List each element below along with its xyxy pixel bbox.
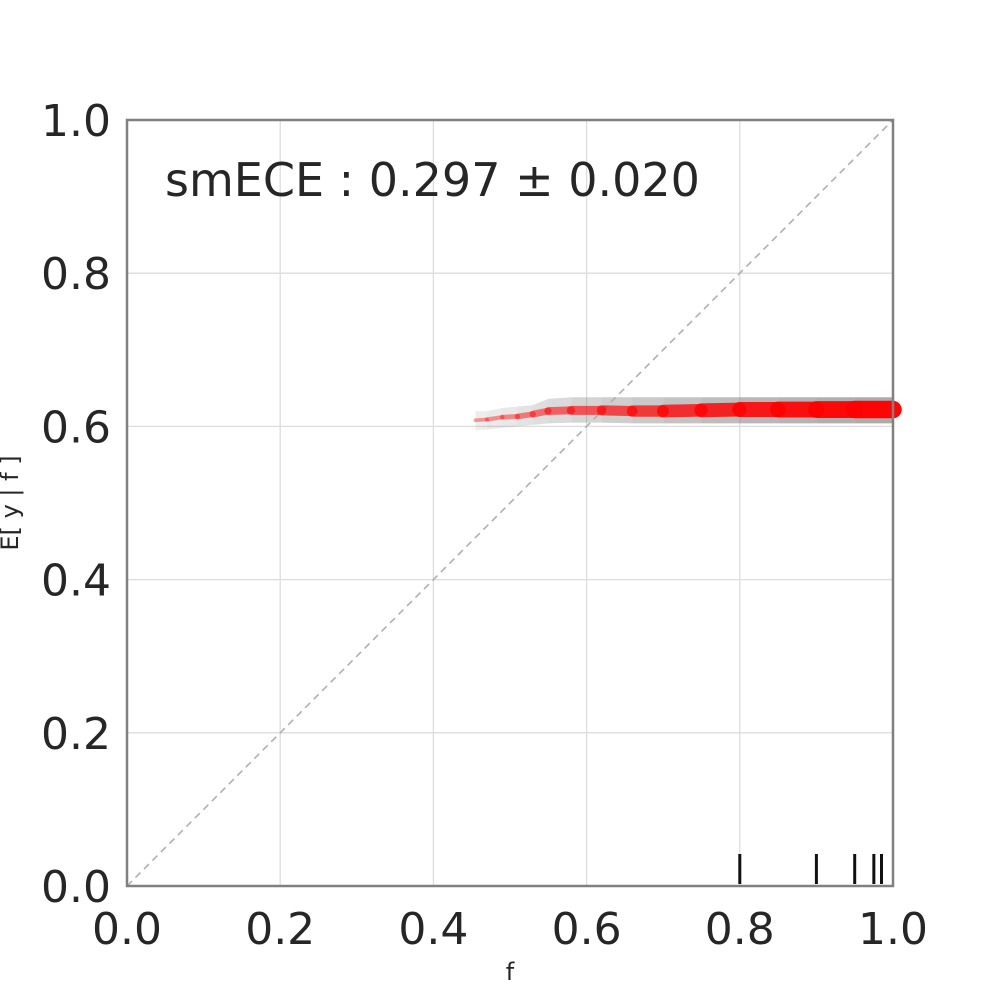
x-tick-label: 0.0 (92, 904, 162, 955)
y-tick-labels: 0.0 0.2 0.4 0.6 0.8 1.0 (41, 96, 111, 913)
curve-segment (499, 414, 521, 420)
y-tick-label: 1.0 (41, 96, 111, 147)
y-tick-label: 0.6 (41, 402, 111, 453)
band-segment (502, 406, 518, 428)
y-tick-label: 0.4 (41, 556, 111, 607)
x-tick-label: 0.4 (398, 904, 468, 955)
y-tick-label: 0.0 (41, 862, 111, 913)
x-tick-label: 0.8 (705, 904, 775, 955)
x-tick-label: 0.2 (245, 904, 315, 955)
x-tick-labels: 0.0 0.2 0.4 0.6 0.8 1.0 (92, 904, 928, 955)
x-tick-label: 1.0 (858, 904, 928, 955)
rug-marks (738, 854, 884, 884)
x-tick-label: 0.6 (552, 904, 622, 955)
y-tick-label: 0.2 (41, 709, 111, 760)
calibration-curve (473, 400, 902, 423)
plot-frame (125, 118, 895, 888)
curve-segment (473, 417, 489, 423)
diagonal-reference-line (126, 119, 894, 887)
y-tick-label: 0.8 (41, 249, 111, 300)
x-axis-label: f (506, 958, 515, 986)
y-axis-label: E[ y | f ] (0, 455, 24, 550)
smece-annotation: smECE : 0.297 ± 0.020 (165, 153, 700, 207)
band-segment (475, 411, 488, 431)
band-segment (487, 408, 503, 430)
curve-segment (484, 415, 505, 422)
band-segment (517, 404, 533, 427)
